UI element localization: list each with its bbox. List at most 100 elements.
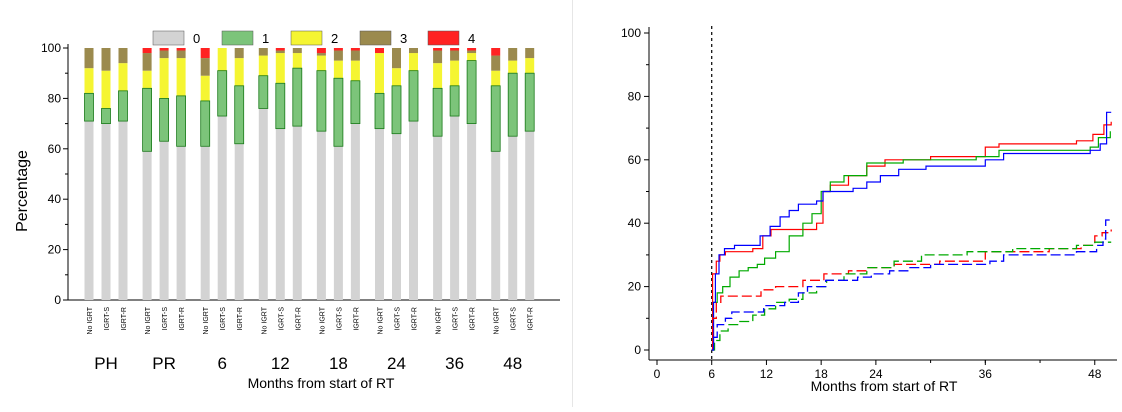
bar-segment [200,146,210,300]
bar-segment [333,48,343,51]
bar-segment-outline [142,87,153,152]
legend-swatch [427,30,460,46]
bar-label: IGRT-R [353,307,360,331]
bar-segment-outline [159,98,170,142]
bar-segment [508,73,518,137]
bar-segment [333,78,343,147]
bar-segment [491,48,501,56]
bar-segment [450,50,460,61]
bar-segment [101,123,111,300]
chart-legend: 0 1 2 3 4 [152,30,475,46]
bar-segment [275,48,285,51]
bar-segment [217,70,227,117]
bar-segment [508,60,518,74]
bar-segment [234,58,244,86]
bar-segment-outline [449,85,460,117]
chart-axes: 0 20 40 60 80 100 0 6 12 18 24 36 48 [621,26,1117,381]
x-tick-label: 18 [814,367,828,381]
bar-segment-outline [507,72,518,137]
y-tick-label: 20 [48,243,62,257]
bar-segment [200,75,210,101]
bar-label: No IGRT [87,306,94,334]
y-tick-label: 80 [48,91,62,105]
y-tick-label: 100 [41,41,61,55]
bar-label: IGRT-S [278,307,285,331]
bar-label: IGRT-S [162,307,169,331]
group-label: 48 [503,354,522,373]
bar-segment-outline [350,80,361,125]
x-tick-label: 36 [979,367,993,381]
bar-segment-outline [292,67,303,127]
legend-swatch [152,30,185,46]
x-tick-label: 24 [869,367,883,381]
bar-segment [159,58,169,99]
series-line [711,111,1112,351]
chart-axes: 0 20 40 60 80 100 [41,41,560,307]
bar-segment-outline [258,75,269,109]
bar-segment [350,80,360,124]
y-tick-label: 40 [628,216,642,230]
bar-segment [375,93,384,129]
bar-segment [292,53,302,69]
x-axis-label: Months from start of RT [248,375,395,391]
bar-label: IGRT-R [237,307,244,331]
y-tick-label: 60 [628,153,642,167]
bar-segment [375,53,384,94]
legend-swatch [290,30,323,46]
x-tick-label: 48 [1088,367,1102,381]
step-line-chart-panel: 0 20 40 60 80 100 0 6 12 18 24 36 48 Months from sta… [572,0,1122,407]
bar-segment [142,53,152,71]
bar-segment [467,123,477,300]
bar-label: No IGRT [261,306,268,334]
bar-segment-outline [524,72,535,132]
bar-label: IGRT-S [453,307,460,331]
bar-segment [467,48,477,51]
bar-segment [176,50,186,59]
group-label: 18 [329,354,348,373]
bar-segment [200,48,210,59]
bar-segment [491,151,501,300]
bar-segment [292,68,302,127]
bar-segment [142,88,152,152]
bar-segment [275,53,285,84]
bar-label: IGRT-S [395,307,402,331]
bar-label: IGRT-R [412,307,419,331]
bar-segment-outline [101,108,111,125]
bar-segment [433,88,443,137]
bar-segment [176,58,186,96]
bar-label: IGRT-R [470,307,477,331]
x-tick-label: 0 [654,367,661,381]
bar-segment-outline [432,87,443,137]
group-label: PR [152,354,176,373]
group-label: 12 [271,354,290,373]
x-axis-label: Months from start of RT [811,378,958,394]
step-line-chart: 0 20 40 60 80 100 0 6 12 18 24 36 48 Months from sta… [621,26,1117,394]
bar-label: IGRT-R [179,307,186,331]
bar-label: IGRT-S [104,307,111,331]
bar-segment [433,50,443,64]
bar-label: IGRT-R [295,307,302,331]
series-line [711,131,1111,351]
bar-segment [258,75,268,109]
y-tick-label: 20 [628,280,642,294]
bar-segment-outline [466,60,477,124]
bar-segment [275,128,285,300]
bar-segment [316,55,326,71]
bar-segment [234,48,244,59]
y-tick-label: 80 [628,89,642,103]
bar-label: IGRT-S [220,307,227,331]
bar-segment [217,48,227,71]
bar-segment [316,70,326,132]
bar-segment [159,141,169,300]
bar-segment-outline [217,70,228,117]
bar-segment [491,70,501,86]
bar-segment [392,85,401,134]
bar-segment [84,121,94,300]
bar-segment [525,48,535,59]
bar-segment [450,116,460,300]
bar-segment-outline [84,92,94,122]
bar-segment [433,63,443,89]
bar-segment [258,108,268,300]
